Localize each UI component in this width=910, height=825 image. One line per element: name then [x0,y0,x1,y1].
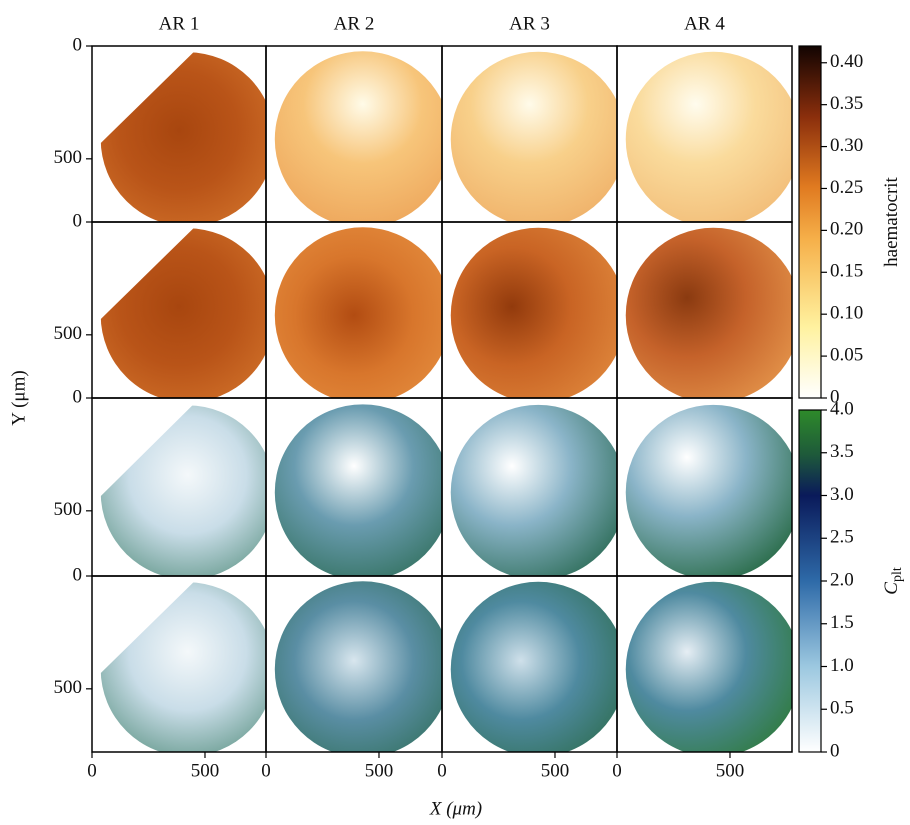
column-title: AR 2 [334,13,375,34]
y-tick-label: 500 [54,147,83,168]
y-tick-label: 500 [54,677,83,698]
field-image [625,404,792,576]
x-axis-label: X (μm) [429,798,482,819]
colorbar-label-main: haematocrit [881,176,902,266]
colorbar-tick-label: 2.0 [830,569,854,590]
field-image [625,51,792,222]
field-image [450,581,617,752]
colorbar [798,409,822,753]
x-tick-label: 500 [191,760,220,781]
column-title: AR 3 [509,13,550,34]
colorbar-tick-label: 0.10 [830,303,863,324]
column-title: AR 4 [684,13,725,34]
y-axis-label: Y (μm) [8,370,29,425]
colorbar-tick-label: 0.15 [830,261,863,282]
field-image [100,405,266,576]
colorbar-tick-label: 0.30 [830,135,863,156]
field-image [450,227,617,398]
colorbar-tick-label: 0.20 [830,219,863,240]
y-tick-label: 500 [54,499,83,520]
colorbar-label: haematocrit [881,176,902,266]
field-image [625,227,792,398]
x-tick-label: 500 [365,760,394,781]
column-title: AR 1 [159,13,200,34]
colorbar-tick-label: 0.25 [830,177,863,198]
y-tick-label: 0 [73,386,83,407]
colorbar-label: Cplt [881,567,905,595]
colorbar-tick-label: 3.5 [830,441,854,462]
colorbar-tick-label: 0 [830,386,840,407]
x-tick-label: 500 [541,760,570,781]
field-image [274,581,442,752]
x-tick-label: 0 [87,760,97,781]
colorbar-tick-label: 4.0 [830,398,854,419]
colorbar-tick-label: 0 [830,740,840,761]
colorbar-tick-label: 1.0 [830,655,854,676]
field-image [450,51,617,222]
field-image [100,582,266,752]
panel-frame [616,575,793,753]
colorbar [798,45,822,399]
field-image [100,228,266,398]
field-image [450,404,617,576]
x-tick-label: 0 [612,760,622,781]
colorbar-tick-label: 1.5 [830,612,854,633]
field-image [625,581,792,752]
x-tick-label: 500 [716,760,745,781]
y-tick-label: 0 [73,210,83,231]
colorbar-label-main: C [881,582,902,595]
field-image [100,52,266,222]
colorbar-tick-label: 0.40 [830,51,863,72]
colorbar-tick-label: 2.5 [830,527,854,548]
x-tick-label: 0 [437,760,447,781]
y-tick-label: 0 [73,34,83,55]
colorbar-label-sub: plt [890,567,905,582]
field-image [274,227,442,398]
y-tick-label: 0 [73,564,83,585]
y-tick-label: 500 [54,323,83,344]
field-image [274,51,442,222]
x-tick-label: 0 [261,760,271,781]
colorbar-tick-label: 0.35 [830,93,863,114]
colorbar-tick-label: 0.5 [830,698,854,719]
colorbar-tick-label: 0.05 [830,344,863,365]
field-image [274,404,442,576]
colorbar-tick-label: 3.0 [830,484,854,505]
